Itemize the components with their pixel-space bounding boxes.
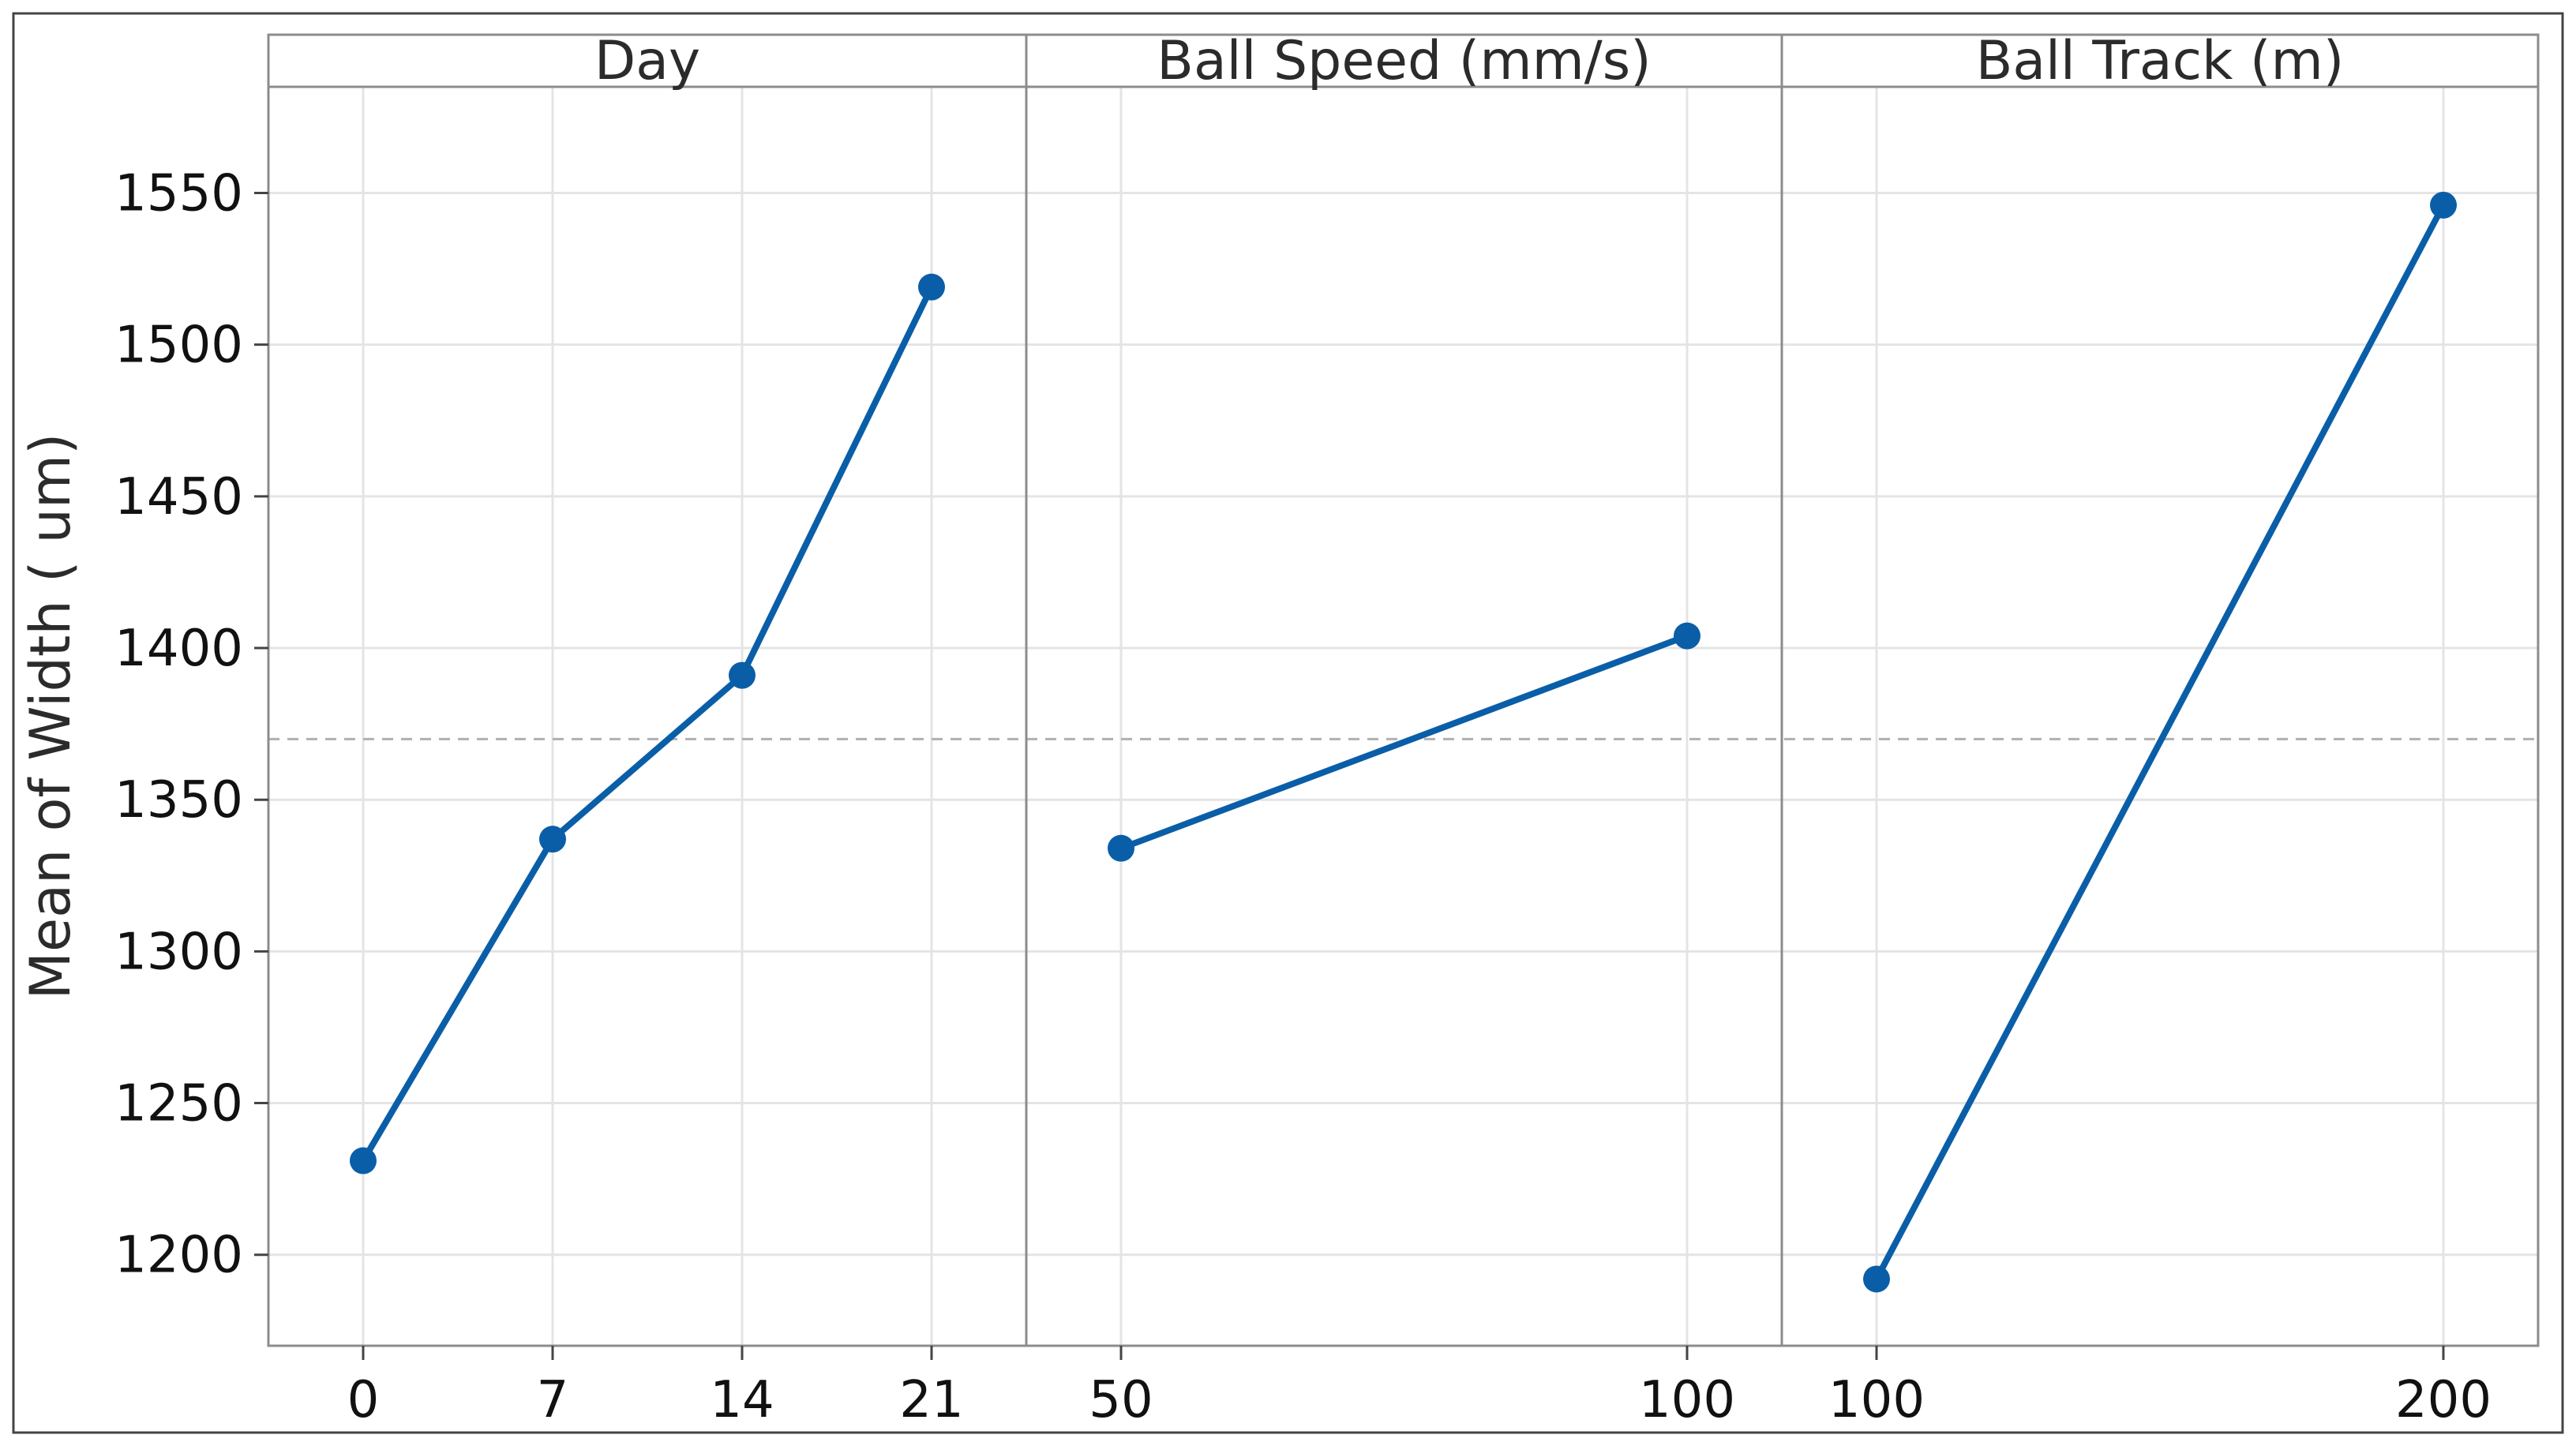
panel-title: Day bbox=[594, 30, 700, 92]
data-point bbox=[918, 273, 945, 301]
x-tick-label: 100 bbox=[1828, 1371, 1925, 1429]
y-tick-label: 1300 bbox=[114, 923, 243, 981]
x-tick-label: 0 bbox=[347, 1371, 380, 1429]
y-axis-title: Mean of Width ( um) bbox=[18, 433, 83, 1000]
y-tick-label: 1550 bbox=[114, 165, 243, 223]
x-tick-label: 21 bbox=[899, 1371, 963, 1429]
data-point bbox=[2430, 191, 2457, 219]
panel-header-band bbox=[267, 33, 2540, 88]
y-tick-label: 1450 bbox=[114, 468, 243, 526]
outer-border bbox=[12, 12, 2564, 1434]
y-tick-label: 1350 bbox=[114, 771, 243, 830]
data-point bbox=[350, 1147, 377, 1174]
y-tick-label: 1500 bbox=[114, 317, 243, 375]
data-point bbox=[1108, 834, 1134, 862]
x-tick-label: 50 bbox=[1089, 1371, 1153, 1429]
x-tick-label: 14 bbox=[710, 1371, 774, 1429]
x-tick-label: 7 bbox=[537, 1371, 569, 1429]
data-point bbox=[1863, 1265, 1890, 1293]
series-line bbox=[360, 285, 935, 1163]
x-tick-label: 100 bbox=[1639, 1371, 1735, 1429]
data-point bbox=[1674, 622, 1700, 650]
y-tick-label: 1250 bbox=[114, 1075, 243, 1133]
data-point bbox=[729, 661, 756, 689]
data-point bbox=[539, 826, 566, 853]
y-tick-label: 1400 bbox=[114, 620, 243, 678]
panel-title: Ball Track (m) bbox=[1976, 30, 2345, 92]
plot-frame bbox=[267, 33, 2540, 1347]
y-tick-label: 1200 bbox=[114, 1227, 243, 1285]
x-tick-label: 200 bbox=[2395, 1371, 2492, 1429]
series-line bbox=[1873, 204, 2447, 1281]
panel-title: Ball Speed (mm/s) bbox=[1157, 30, 1651, 92]
series-line bbox=[1119, 632, 1689, 852]
